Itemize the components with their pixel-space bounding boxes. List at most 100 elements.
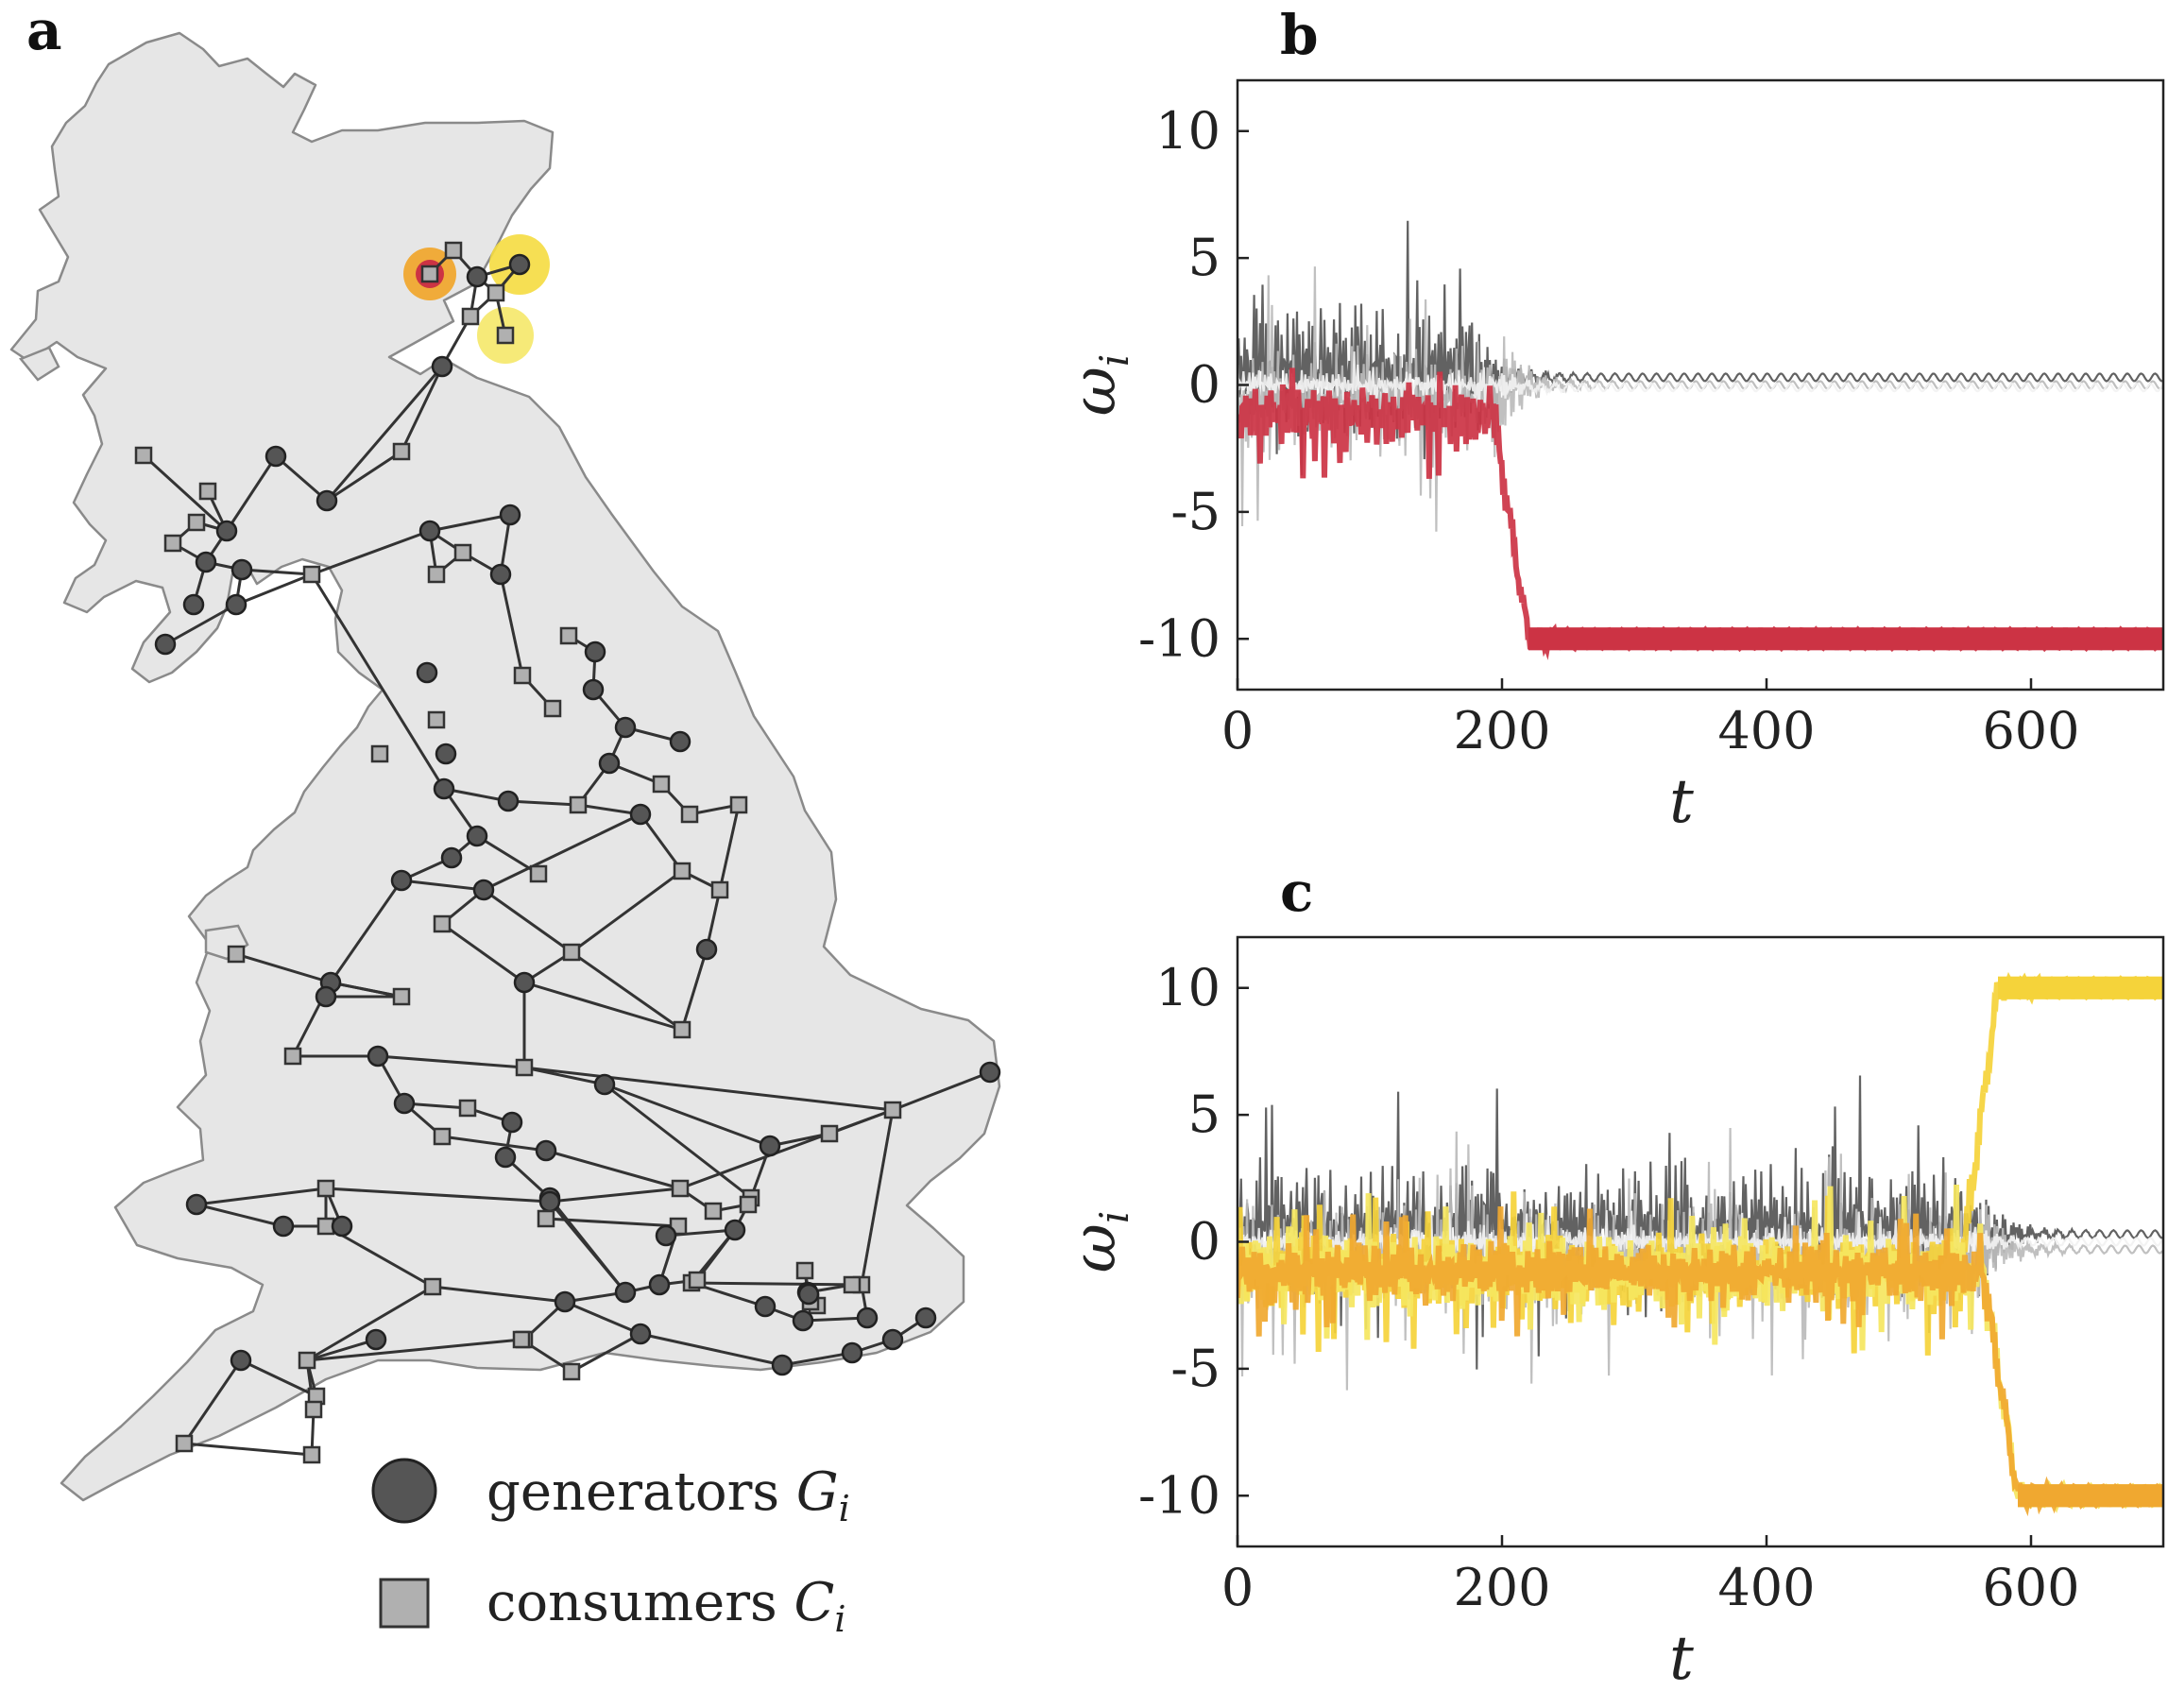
consumer-node [710,880,729,899]
transmission-line [306,1338,522,1362]
generator-node [315,985,337,1008]
x-tick-label: 400 [1717,701,1815,760]
transmission-line [306,1285,434,1362]
grid-nodes [134,241,1001,1464]
transmission-line [240,1358,317,1398]
generator-node [154,633,177,656]
generator-node [497,790,520,812]
generator-node [508,253,531,276]
consumer-node [883,1101,902,1119]
generator-node [435,743,457,765]
transmission-line [429,513,511,533]
consumer-node [392,987,411,1006]
generator-node [695,938,718,961]
generator-node [489,563,512,586]
consumer-node [688,1271,707,1290]
consumer-node [433,914,452,933]
legend-generators-label: generators Gi [487,1461,850,1529]
consumer-node [283,1047,302,1066]
generator-node [598,752,621,775]
consumer-node [316,1217,335,1236]
consumer-node [543,699,562,718]
consumer-node [187,513,206,532]
transmission-line [549,1187,681,1204]
consumer-node [795,1261,814,1280]
generator-node [771,1354,794,1376]
transmission-line [326,450,402,503]
generator-node [614,716,637,739]
series-line [1238,1206,2163,1517]
generator-node [367,1045,389,1068]
consumer-node [680,805,699,824]
y-tick-label: 10 [1155,101,1221,161]
consumer-node [302,1445,321,1464]
transmission-line [306,1338,377,1362]
transmission-line [604,1083,752,1200]
consumer-node [739,1195,758,1214]
consumer-node [304,1400,323,1419]
transmission-line [400,366,444,453]
generator-node [669,730,691,753]
consumer-node [163,534,182,553]
generator-node [230,1349,252,1372]
consumer-node [652,775,671,794]
consumer-node [529,864,548,883]
generator-node [593,1073,616,1096]
generator-node [979,1061,1001,1084]
transmission-line [802,1316,868,1323]
generator-node [648,1273,671,1296]
transmission-line [571,869,683,954]
generator-node [182,593,205,616]
consumer-node [513,666,532,685]
transmission-line [781,1351,853,1367]
generator-node [433,777,455,800]
transmission-line [329,880,403,983]
transmission-line [443,787,509,803]
transmission-line [330,981,402,999]
series-band [1998,976,2163,999]
generator-node [629,1323,652,1345]
transmission-line [639,813,684,872]
generator-node [724,1219,746,1241]
generator-node [185,1193,208,1216]
transmission-line [545,1149,681,1190]
generator-node [759,1135,781,1157]
series-line [1238,351,2163,415]
x-tick-label: 200 [1453,701,1550,760]
transmission-line [182,1359,243,1444]
generator-node [538,1190,561,1213]
transmission-line [310,573,446,790]
transmission-line [311,529,431,576]
transmission-line [564,1300,641,1336]
y-tick-label: 0 [1188,1212,1221,1272]
generator-node [440,846,463,869]
x-tick-label: 0 [1221,1558,1254,1617]
consumer-node [673,862,691,880]
panel-c-label: c [1280,860,1313,924]
consumer-node [461,307,480,326]
power-grid-map [9,31,1001,1502]
generator-node [535,1139,557,1162]
y-tick-label: -5 [1170,1339,1221,1398]
x-tick-label: 400 [1717,1558,1815,1617]
generator-node [316,489,338,512]
consumer-node [843,1275,862,1294]
generator-node [792,1309,814,1332]
generator-node [856,1307,879,1329]
transmission-line [275,454,328,503]
transmission-line [640,1332,783,1367]
generator-node [914,1307,937,1329]
transmission-line [441,922,525,984]
generator-node [499,504,521,526]
transmission-line [325,366,444,502]
legend-consumer-marker [379,1578,430,1629]
generator-node [225,593,248,616]
transmission-line [142,453,229,533]
transmission-line [499,573,524,676]
transmission-line [235,572,313,606]
transmission-line [164,603,237,646]
consumer-node [427,565,446,584]
consumer-node [427,710,446,729]
transmission-line [483,812,641,892]
